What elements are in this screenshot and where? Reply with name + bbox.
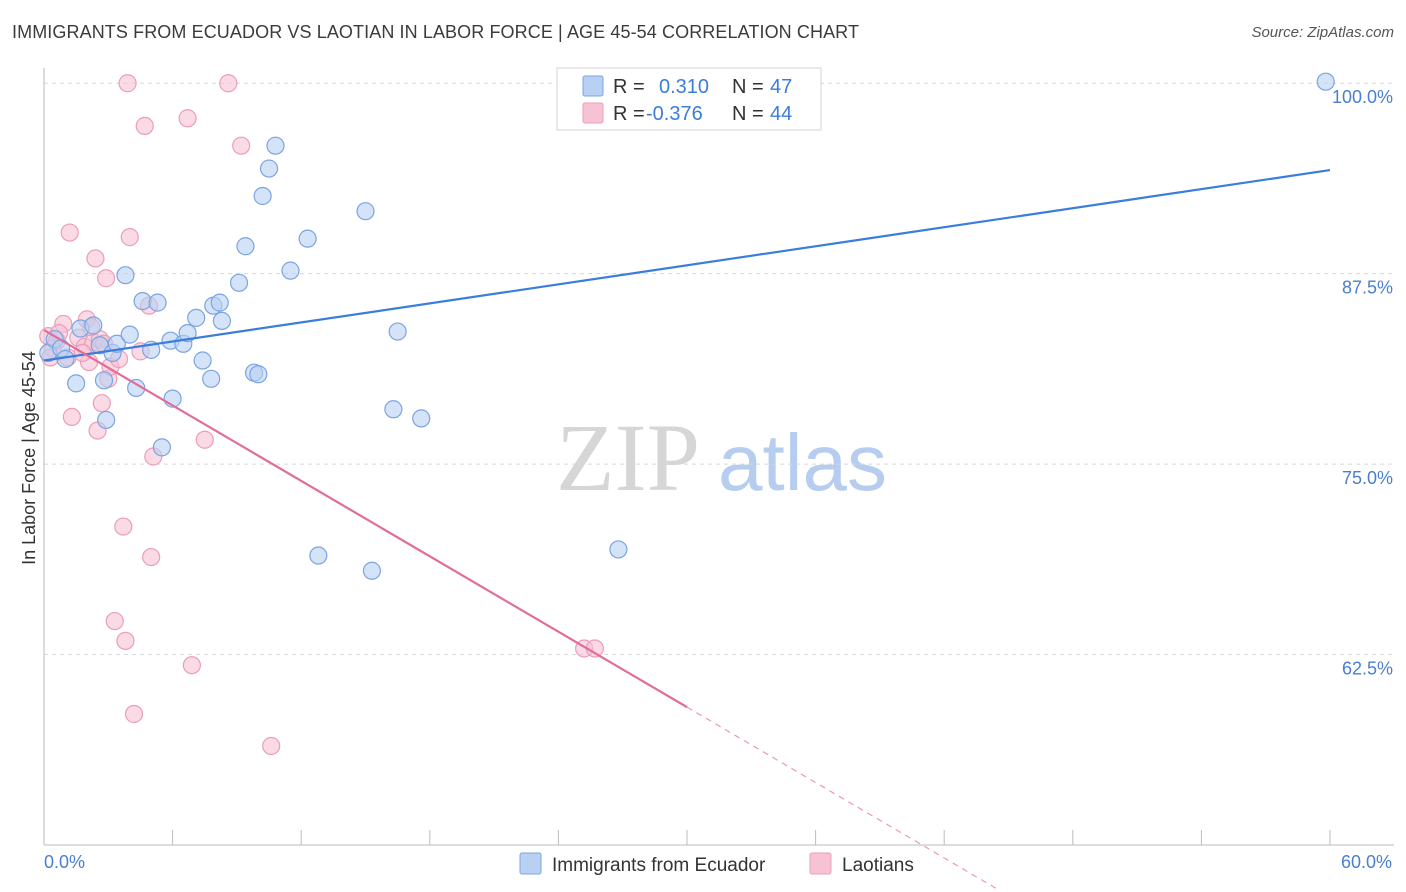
legend-r-label-laotian: R = [613,103,645,125]
point-ecuador [1316,72,1335,91]
point-ecuador [212,311,231,331]
x-tick-label-min: 0.0% [44,852,85,872]
point-laotian [114,517,133,536]
point-ecuador [67,374,86,393]
trend-lines [43,168,1331,892]
point-laotian [92,394,111,413]
y-tick-labels: 62.5% 75.0% 87.5% 100.0% [1332,87,1393,678]
point-ecuador [362,561,382,580]
point-ecuador [281,261,300,280]
point-laotian [105,611,124,631]
point-laotian [120,228,139,247]
point-ecuador [84,316,103,335]
bottom-legend-swatch-laotian [809,852,832,875]
legend-r-label-ecuador: R = [613,76,645,98]
point-laotian [135,116,154,135]
legend-r-value-ecuador: 0.310 [659,76,709,98]
point-laotian [124,704,144,724]
point-ecuador [412,409,431,428]
source-credit: Source: ZipAtlas.com [1251,24,1394,41]
series-laotian-points [39,74,604,756]
point-ecuador [384,400,403,419]
y-tick-label: 100.0% [1332,87,1393,107]
point-ecuador [356,202,375,221]
bottom-legend-swatch-ecuador [519,852,542,875]
trend-line-extension-laotian [686,706,1001,892]
point-ecuador [94,371,114,390]
point-laotian [178,109,197,128]
point-ecuador [309,546,328,565]
point-ecuador [148,293,167,312]
bottom-legend-label-ecuador: Immigrants from Ecuador [552,855,766,876]
watermark-atlas: atlas [718,418,887,507]
legend-n-value-ecuador: 47 [770,76,792,98]
point-laotian [262,736,281,756]
y-tick-label: 62.5% [1342,659,1393,679]
point-ecuador [202,369,221,388]
legend-n-label-ecuador: N = [732,76,764,98]
point-ecuador [249,365,268,384]
point-ecuador [193,351,212,370]
point-ecuador [210,293,229,312]
point-ecuador [116,266,135,285]
point-laotian [182,656,201,675]
trend-line-laotian [43,329,688,709]
correlation-legend: R = 0.310 N = 47 R = -0.376 N = 44 [556,67,822,131]
point-ecuador [120,325,139,344]
legend-r-value-laotian: -0.376 [646,103,703,125]
watermark-zip: ZIP [556,404,700,511]
series-ecuador-points [39,72,1335,580]
point-ecuador [229,273,249,292]
legend-swatch-ecuador [582,75,604,97]
x-ticks [43,830,1331,845]
trend-line-ecuador [43,168,1331,362]
bottom-legend-label-laotian: Laotians [842,855,914,876]
point-ecuador [187,308,206,327]
point-ecuador [236,237,255,256]
legend-swatch-laotian [582,102,604,124]
point-ecuador [609,540,628,559]
y-axis-title: In Labor Force | Age 45-54 [19,351,39,565]
point-ecuador [133,292,152,311]
x-tick-label-max: 60.0% [1341,852,1392,872]
legend-n-value-laotian: 44 [770,103,792,125]
legend-n-label-laotian: N = [732,103,764,125]
point-laotian [86,249,105,268]
point-laotian [97,269,116,288]
series-legend: Immigrants from Ecuador Laotians [519,852,914,876]
point-laotian [232,136,251,155]
point-laotian [118,74,137,93]
y-tick-label: 87.5% [1342,278,1393,298]
point-ecuador [388,322,407,341]
point-ecuador [178,323,197,343]
point-ecuador [298,229,317,248]
point-laotian [195,430,214,449]
point-ecuador [253,186,272,206]
point-laotian [62,407,81,426]
point-laotian [116,631,135,650]
axes [43,68,1394,846]
point-ecuador [259,159,279,178]
chart-title: IMMIGRANTS FROM ECUADOR VS LAOTIAN IN LA… [12,22,860,42]
point-ecuador [152,438,171,457]
point-ecuador [97,410,116,430]
point-laotian [60,223,79,242]
y-tick-label: 75.0% [1342,468,1393,488]
point-ecuador [266,136,285,155]
point-laotian [142,547,161,567]
point-laotian [219,74,238,93]
